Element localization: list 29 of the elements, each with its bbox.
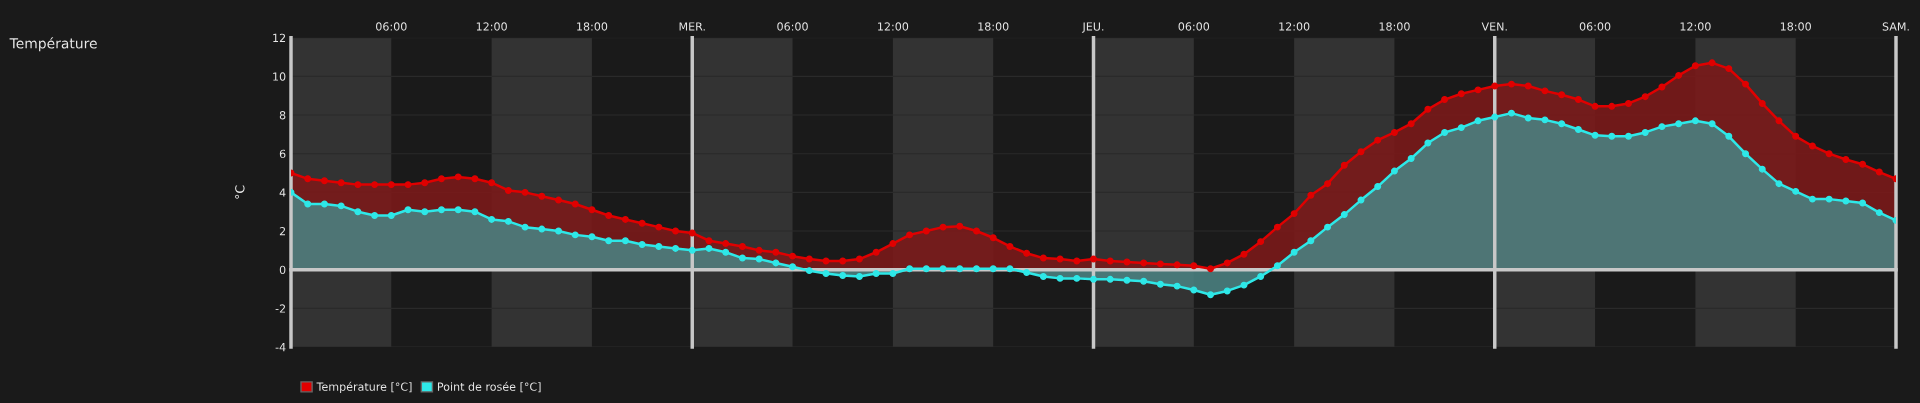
- y-tick-label: 8: [279, 111, 286, 120]
- y-tick-label: 10: [273, 72, 286, 81]
- x-tick-label: 12:00: [1680, 22, 1711, 31]
- y-tick-label: -2: [275, 304, 286, 313]
- x-tick-label: 18:00: [577, 22, 608, 31]
- x-tick-label: SAM.: [1882, 22, 1909, 31]
- y-tick-label: 6: [279, 149, 286, 159]
- x-tick-label: VEN.: [1481, 22, 1507, 31]
- x-tick-label: 12:00: [878, 22, 909, 31]
- y-axis-title: °C: [235, 185, 245, 199]
- legend-label: Température [°C]: [316, 381, 412, 393]
- y-tick-label: 0: [279, 265, 286, 275]
- x-tick-label: 06:00: [1579, 22, 1611, 31]
- x-tick-label: 18:00: [1379, 22, 1410, 31]
- y-tick-label: -4: [275, 343, 286, 352]
- x-tick-label: 06:00: [1178, 22, 1210, 31]
- text: Température: [9, 37, 97, 52]
- x-tick-label: 18:00: [978, 22, 1009, 31]
- y-tick-label: 4: [279, 188, 286, 197]
- x-tick-label: 12:00: [476, 22, 507, 31]
- x-tick-label: 18:00: [1780, 22, 1811, 31]
- legend-label: Point de rosée [°C]: [437, 381, 541, 393]
- y-tick-label: 2: [279, 226, 286, 236]
- x-tick-label: 06:00: [777, 22, 808, 31]
- x-tick-label: 06:00: [376, 22, 407, 31]
- x-tick-label: 12:00: [1279, 22, 1310, 31]
- y-tick-label: 12: [273, 33, 286, 42]
- x-tick-label: JEU.: [1081, 22, 1104, 33]
- x-tick-label: MER.: [679, 22, 705, 31]
